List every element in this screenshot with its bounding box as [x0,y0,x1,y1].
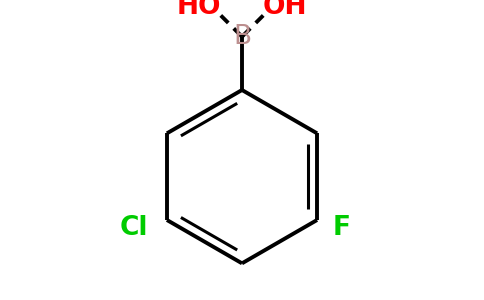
Text: F: F [333,215,351,241]
Text: OH: OH [263,0,307,20]
Text: HO: HO [177,0,221,20]
Text: B: B [233,25,251,50]
Text: Cl: Cl [120,215,148,241]
